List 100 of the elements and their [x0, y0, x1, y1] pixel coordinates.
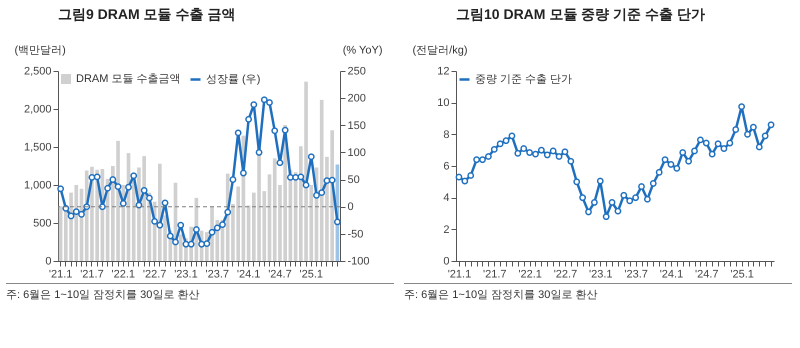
point [562, 148, 568, 156]
point [538, 146, 545, 154]
y-tick-label: 6 [443, 160, 450, 172]
y2-tick-label: 0 [348, 201, 354, 214]
x-tick-label: '24.1 [236, 268, 260, 280]
point [579, 194, 586, 202]
legend-label: 성장률 (우) [206, 74, 260, 86]
y2-axis-title: (% YoY) [342, 44, 382, 56]
point [508, 132, 516, 140]
point [590, 199, 598, 206]
point [78, 210, 85, 218]
point [146, 194, 153, 202]
point [708, 150, 716, 158]
point [203, 240, 210, 248]
point [72, 208, 80, 215]
point [151, 218, 158, 225]
point [656, 168, 663, 176]
point [192, 226, 200, 233]
point [328, 176, 336, 184]
point [208, 228, 216, 236]
point [234, 129, 242, 136]
point [484, 153, 492, 160]
y-tick-label: 4 [443, 192, 450, 204]
point [514, 150, 522, 157]
x-tick-label: '22.7 [554, 268, 578, 280]
text: 주: 6월은 1~10일 잠정치를 30일로 환산 [6, 283, 394, 302]
point [720, 145, 728, 152]
point [668, 161, 674, 168]
point [526, 149, 534, 156]
point [182, 240, 190, 248]
x-tick-label: '24.1 [660, 268, 684, 280]
point [172, 238, 179, 246]
point [297, 173, 304, 180]
point [496, 140, 504, 148]
y-tick-label: 2,500 [24, 66, 52, 78]
legend-label: DRAM 모듈 수출금액 [76, 73, 180, 85]
point [614, 208, 622, 215]
x-tick-label: '21.1 [48, 268, 72, 280]
point [136, 202, 142, 208]
point [313, 192, 320, 199]
point [214, 224, 221, 232]
point [473, 156, 480, 164]
point [490, 146, 498, 153]
point [632, 194, 640, 202]
point [650, 180, 657, 187]
point [732, 126, 740, 133]
point [738, 103, 746, 110]
point [156, 222, 164, 229]
point [768, 121, 774, 128]
point [679, 149, 686, 156]
point [130, 172, 138, 180]
point [567, 158, 574, 165]
point [602, 213, 610, 220]
point [662, 156, 668, 164]
text: 주: 6월은 1~10일 잠정치를 30일로 환산 [404, 283, 792, 302]
point [456, 174, 462, 180]
point [292, 174, 300, 181]
chart-title: 그림9 DRAM 모듈 수출 금액 [58, 6, 236, 22]
point [188, 240, 195, 248]
point [240, 170, 247, 176]
point [94, 173, 101, 180]
point [177, 222, 184, 229]
x-tick-label: '23.1 [589, 268, 613, 280]
y-axis-title: (전달러/kg) [412, 44, 468, 56]
point [608, 199, 616, 206]
point [702, 140, 710, 146]
point [166, 232, 174, 240]
point [726, 140, 734, 146]
point [638, 183, 645, 190]
point [125, 184, 132, 191]
point [260, 96, 268, 104]
point [544, 152, 551, 158]
y2-tick-label: 100 [348, 146, 366, 159]
y-tick-label: 2,000 [24, 104, 52, 116]
point [282, 126, 289, 134]
y-axis-title: (백만달러) [14, 44, 66, 56]
x-tick-label: '23.7 [624, 268, 648, 280]
point [685, 158, 692, 165]
x-tick-label: '23.7 [206, 268, 230, 280]
point [520, 145, 528, 152]
y2-tick-label: -100 [348, 256, 370, 268]
y-tick-label: 12 [437, 66, 450, 78]
point [756, 144, 763, 150]
x-tick-label: '25.1 [300, 268, 324, 280]
point [673, 164, 680, 172]
legend-label: 중량 기준 수출 단가 [475, 74, 572, 86]
x-tick-label: '21.7 [80, 268, 104, 280]
point [550, 148, 557, 154]
x-tick-label: '24.7 [695, 268, 719, 280]
point [250, 101, 258, 108]
point [479, 156, 486, 164]
point [308, 153, 315, 160]
x-tick-label: '24.7 [268, 268, 292, 280]
point [286, 174, 294, 181]
point [585, 208, 592, 216]
y2-tick-label: -50 [348, 228, 364, 240]
y2-tick-label: 200 [348, 92, 366, 105]
y-tick-label: 500 [33, 218, 52, 230]
point [696, 136, 704, 144]
x-tick-label: '22.1 [518, 268, 542, 280]
